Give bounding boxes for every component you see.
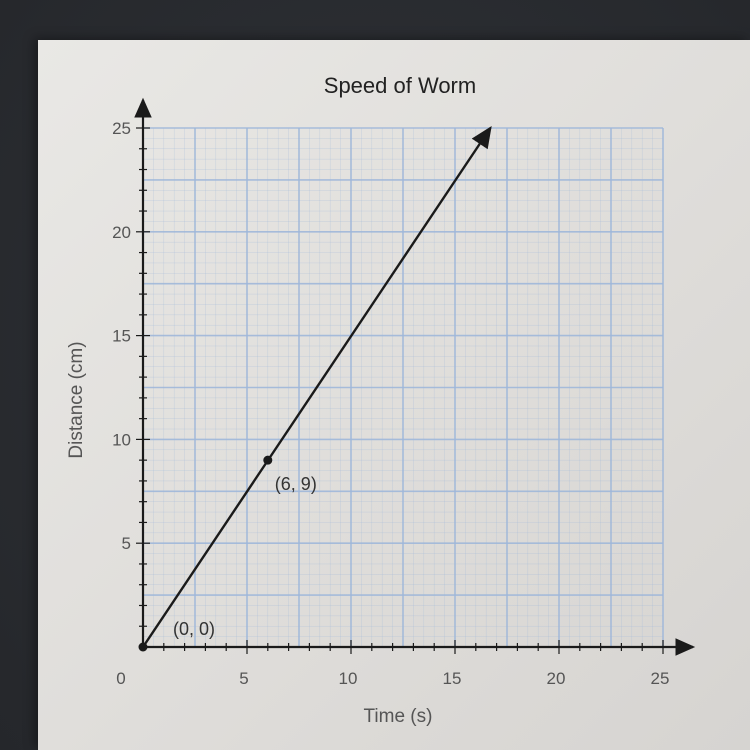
grid-lines	[143, 127, 664, 647]
series-line	[142, 126, 492, 648]
y-tick-label: 5	[122, 534, 131, 553]
series	[142, 126, 492, 648]
x-tick-label: 20	[547, 669, 566, 688]
x-tick-label: 15	[443, 669, 462, 688]
y-tick-label: 15	[112, 327, 131, 346]
worksheet-paper	[38, 40, 750, 750]
data-points: (0, 0) (6, 9)	[138, 455, 317, 652]
data-point-label: (0, 0)	[173, 619, 215, 639]
tick-labels: 0 5 10 15 20 25 5 10 15 20 25	[112, 119, 669, 688]
x-tick-label: 5	[239, 669, 248, 688]
data-point	[138, 642, 148, 652]
x-axis-label: Time (s)	[364, 706, 433, 727]
x-tick-label: 0	[116, 669, 125, 688]
y-tick-label: 25	[112, 119, 131, 138]
x-tick-label: 25	[651, 669, 670, 688]
data-point-label: (6, 9)	[275, 474, 317, 494]
x-tick-label: 10	[339, 669, 358, 688]
y-tick-label: 10	[112, 430, 131, 449]
y-tick-label: 20	[112, 223, 131, 242]
chart-title: Speed of Worm	[324, 73, 476, 98]
data-point	[263, 455, 273, 465]
y-axis-label: Distance (cm)	[66, 341, 87, 458]
axes	[134, 97, 696, 656]
